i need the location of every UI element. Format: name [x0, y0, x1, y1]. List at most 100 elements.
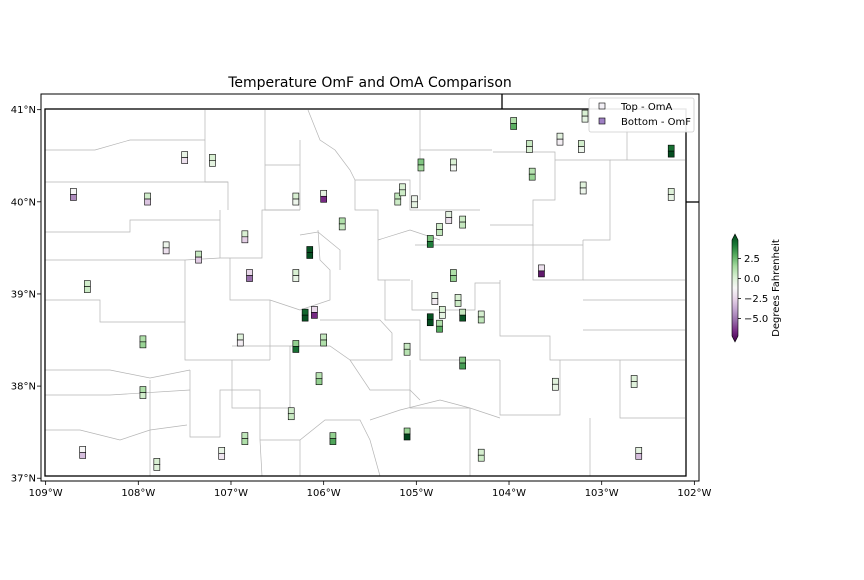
- x-axis: 109°W 108°W 107°W 106°W 105°W 104°W 103°W 102°W: [29, 481, 711, 499]
- station-omf-marker: [403, 433, 411, 441]
- y-tick-label: 41°N: [11, 105, 36, 116]
- station-omf-marker: [144, 198, 151, 206]
- colorbar-tick-label: 2.5: [744, 254, 760, 265]
- station-oma-marker: [301, 308, 309, 316]
- station-omf-marker: [162, 247, 170, 255]
- station-oma-marker: [528, 167, 536, 175]
- station-omf-marker: [436, 325, 443, 333]
- station-omf-marker: [579, 187, 587, 195]
- station-omf-marker: [241, 236, 249, 244]
- station-oma-marker: [556, 132, 564, 140]
- axes-background: [41, 94, 699, 481]
- station-oma-marker: [436, 319, 443, 327]
- station-oma-marker: [450, 158, 457, 166]
- station-oma-marker: [306, 246, 314, 253]
- station-oma-marker: [450, 269, 457, 276]
- station-omf-marker: [292, 275, 300, 282]
- station-oma-marker: [399, 183, 406, 191]
- station-omf-marker: [450, 164, 457, 172]
- station-oma-marker: [241, 432, 249, 439]
- colorbar-ticks: 2.5 0.0 −2.5 −5.0: [738, 254, 768, 325]
- station-omf-marker: [181, 157, 188, 164]
- colorado-border: [44, 108, 687, 477]
- station-oma-marker: [510, 117, 517, 124]
- station-oma-marker: [445, 211, 453, 218]
- station-omf-marker: [667, 194, 675, 201]
- x-tick-label: 104°W: [492, 488, 526, 499]
- chart-title: Temperature OmF and OmA Comparison: [227, 75, 512, 91]
- station-omf-marker: [241, 438, 249, 445]
- station-omf-marker: [454, 300, 462, 307]
- colorbar-tick-label: 0.0: [744, 274, 760, 285]
- y-tick-label: 40°N: [11, 197, 36, 208]
- station-oma-marker: [403, 427, 411, 435]
- legend-label-oma: Top - OmA: [620, 102, 672, 113]
- station-oma-marker: [411, 195, 418, 203]
- station-omf-marker: [477, 454, 485, 462]
- station-omf-marker: [329, 438, 337, 445]
- station-oma-marker: [236, 333, 244, 341]
- station-omf-marker: [450, 275, 457, 282]
- station-omf-marker: [417, 164, 425, 172]
- station-omf-marker: [436, 229, 443, 236]
- map-area: [40, 93, 700, 482]
- station-oma-marker: [329, 432, 337, 439]
- station-oma-marker: [320, 333, 327, 341]
- station-omf-marker: [139, 341, 147, 349]
- x-tick-label: 105°W: [399, 488, 433, 499]
- station-omf-marker: [556, 138, 564, 146]
- station-omf-marker: [445, 217, 453, 224]
- station-oma-marker: [70, 188, 77, 195]
- y-tick-label: 37°N: [11, 474, 36, 485]
- x-tick-label: 103°W: [585, 488, 619, 499]
- station-omf-marker: [581, 115, 589, 123]
- station-omf-marker: [431, 298, 439, 305]
- station-oma-marker: [241, 230, 249, 238]
- station-omf-marker: [218, 453, 226, 460]
- axes-frame: [40, 93, 700, 482]
- station-oma-marker: [84, 280, 91, 287]
- station-oma-marker: [630, 375, 638, 382]
- legend-swatch-omf: [598, 117, 606, 125]
- station-oma-marker: [581, 109, 589, 117]
- station-oma-marker: [436, 223, 443, 230]
- station-oma-marker: [635, 447, 643, 454]
- station-omf-marker: [438, 312, 446, 319]
- legend-label-omf: Bottom - OmF: [621, 117, 691, 128]
- station-oma-marker: [315, 372, 323, 380]
- station-oma-marker: [459, 308, 466, 316]
- station-omf-marker: [630, 381, 638, 388]
- station-omf-marker: [459, 314, 466, 322]
- x-tick-label: 108°W: [121, 488, 155, 499]
- station-omf-marker: [236, 339, 244, 347]
- station-omf-marker: [139, 392, 147, 399]
- station-oma-marker: [209, 154, 216, 161]
- station-omf-marker: [578, 146, 585, 153]
- station-oma-marker: [538, 264, 545, 272]
- station-oma-marker: [431, 292, 439, 299]
- station-oma-marker: [139, 386, 147, 393]
- station-omf-marker: [394, 198, 402, 206]
- station-oma-marker: [426, 235, 434, 242]
- station-oma-marker: [162, 241, 170, 249]
- y-axis: 37°N 38°N 39°N 40°N 41°N: [11, 105, 41, 485]
- station-oma-marker: [320, 189, 327, 197]
- station-oma-marker: [311, 306, 318, 313]
- station-omf-marker: [459, 221, 466, 229]
- station-oma-marker: [403, 342, 411, 350]
- station-omf-marker: [403, 348, 411, 356]
- station-omf-marker: [320, 195, 327, 203]
- station-omf-marker: [79, 452, 87, 459]
- station-oma-marker: [195, 250, 202, 258]
- station-omf-marker: [246, 275, 253, 282]
- station-omf-marker: [287, 413, 295, 421]
- station-omf-marker: [399, 189, 406, 197]
- station-oma-marker: [454, 294, 462, 301]
- station-oma-marker: [426, 313, 434, 321]
- station-oma-marker: [292, 192, 300, 200]
- station-omf-marker: [426, 241, 434, 248]
- station-omf-marker: [510, 123, 517, 130]
- x-tick-label: 102°W: [677, 488, 711, 499]
